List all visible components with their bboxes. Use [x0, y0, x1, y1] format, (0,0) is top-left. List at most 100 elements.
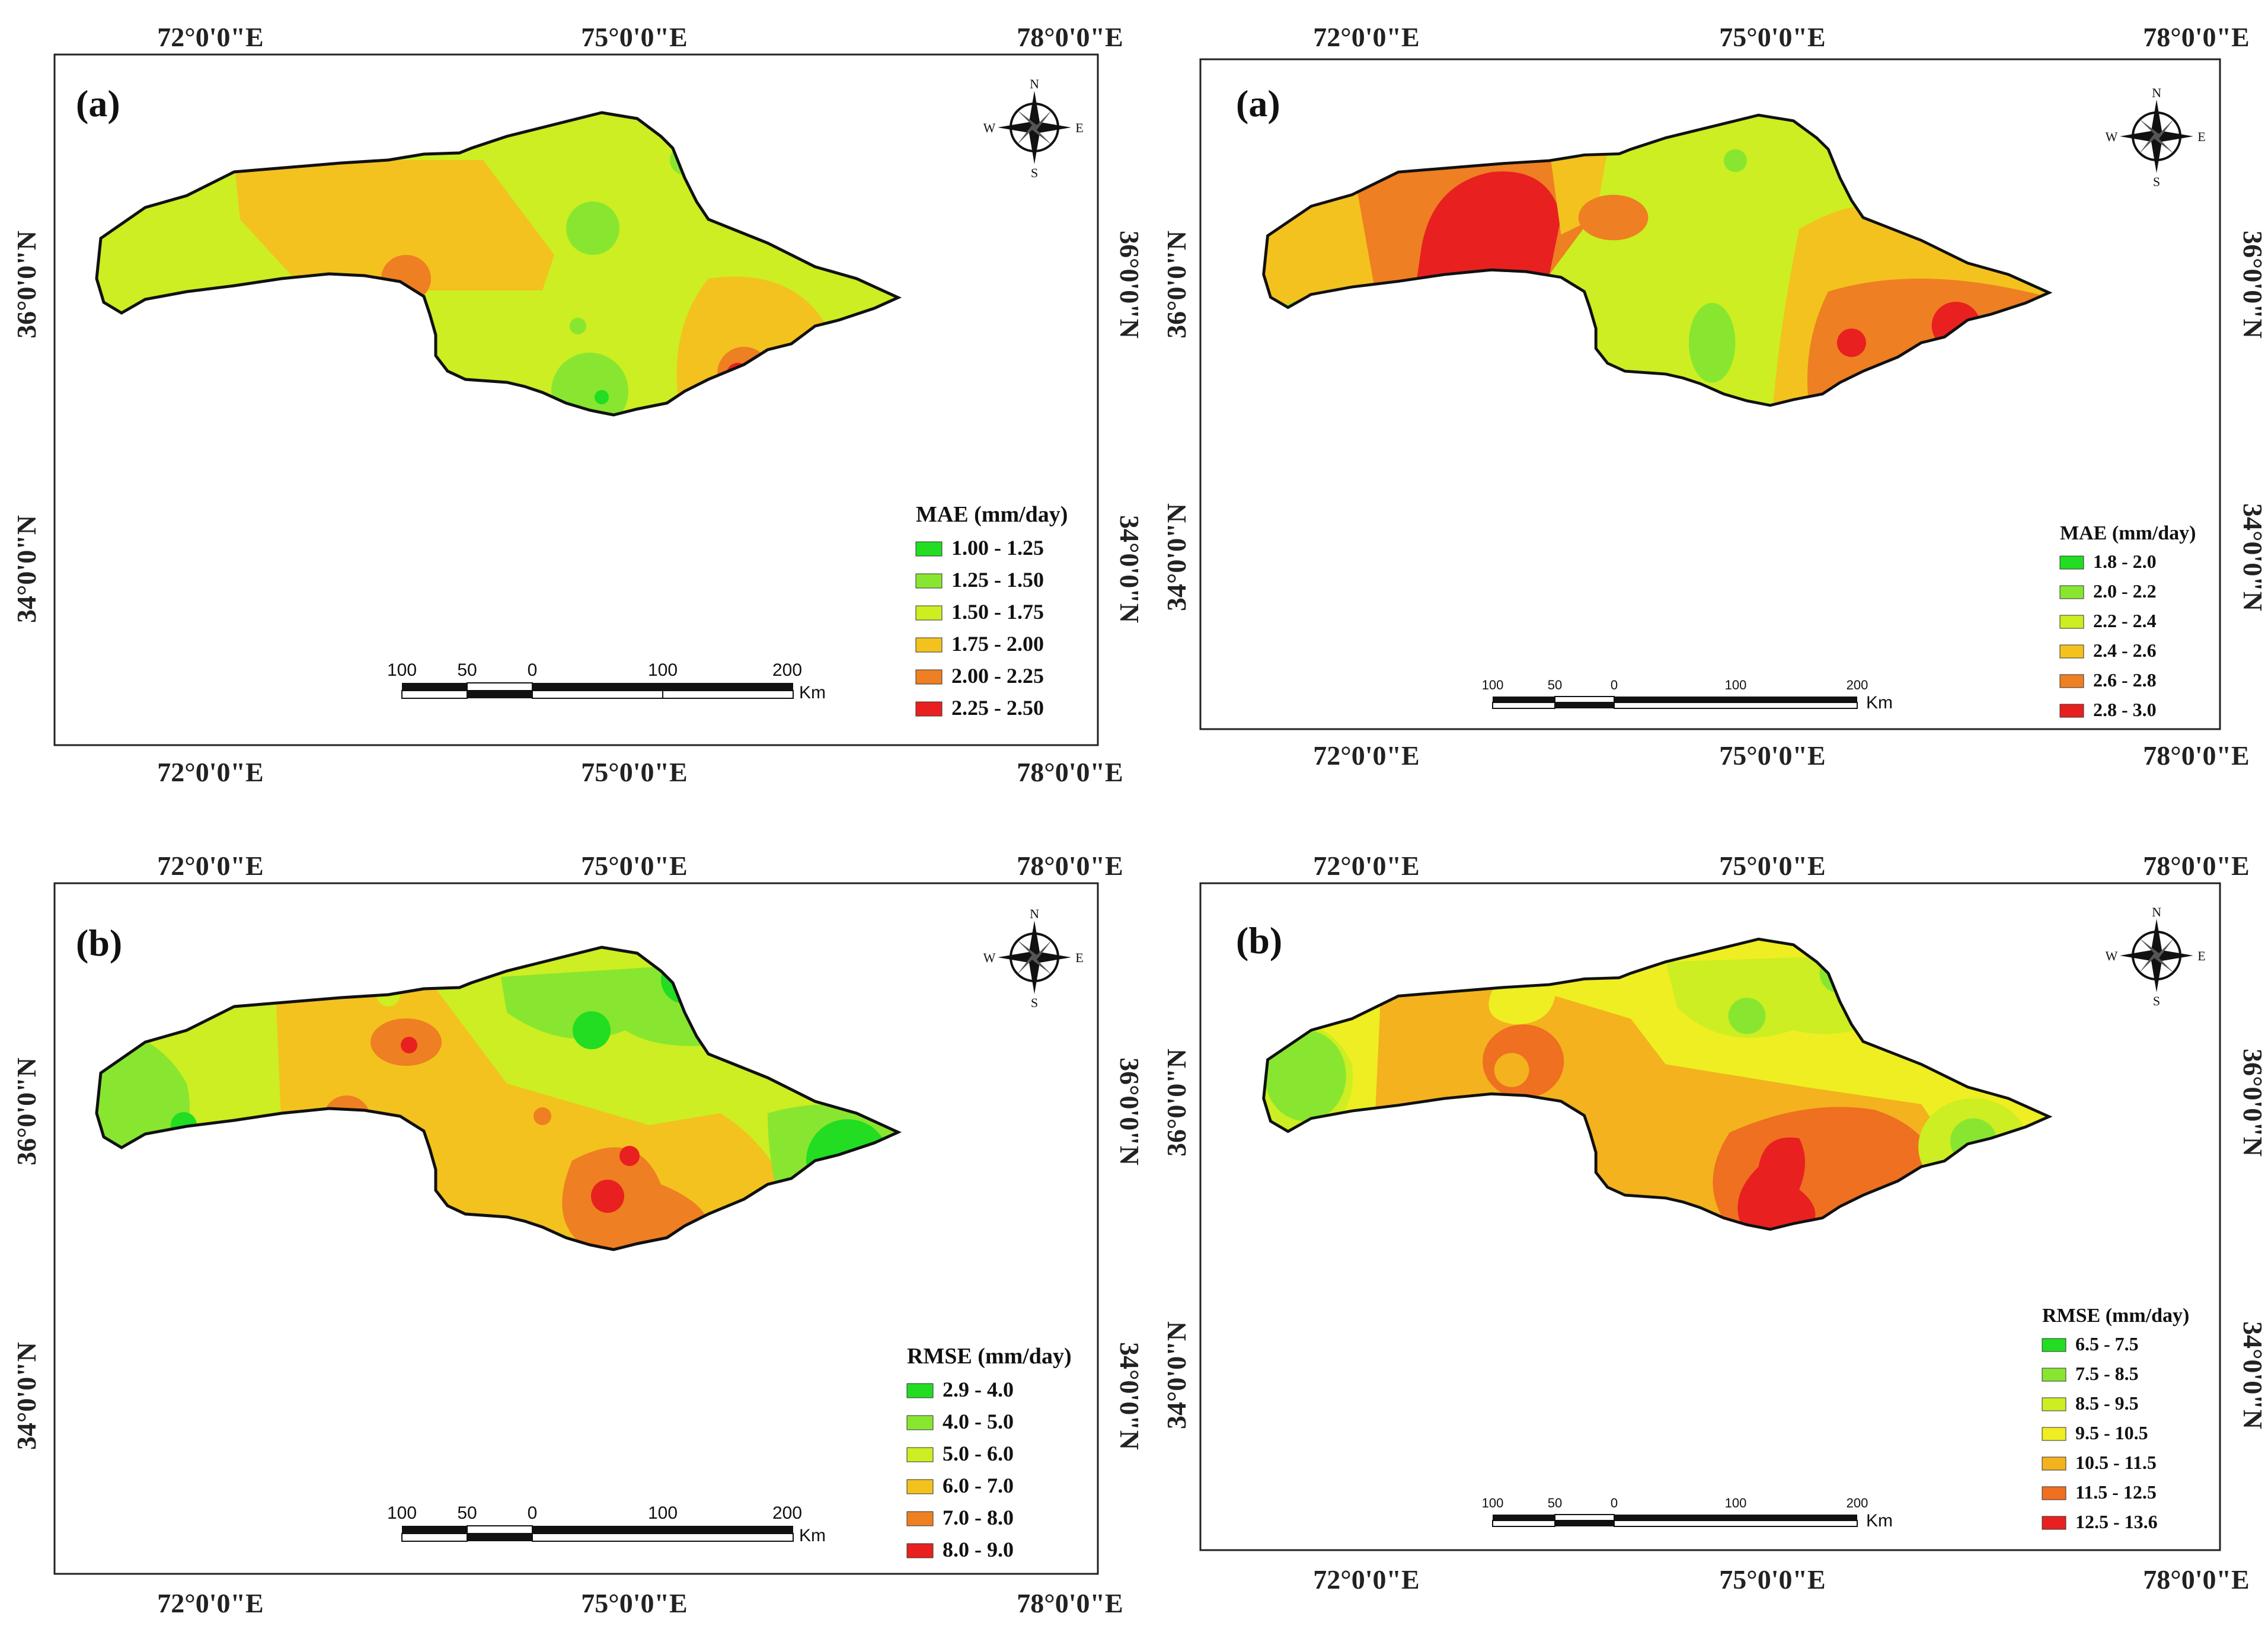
compass-west-label: W [2106, 129, 2118, 144]
legend-swatch [2042, 1516, 2066, 1530]
scale-label: 100 [648, 660, 678, 680]
scale-segment [1555, 702, 1614, 708]
contour-zone [1737, 1137, 1816, 1229]
scale-label: 50 [1548, 1496, 1562, 1510]
legend-swatch [2059, 704, 2084, 718]
legend-item: 2.2 - 2.4 [2059, 610, 2157, 631]
legend-swatch [915, 573, 943, 589]
legend-label: 7.5 - 8.5 [2075, 1363, 2139, 1384]
scale-label: 100 [1482, 1496, 1504, 1510]
scale-bar: 100 50 0 100 200 Km [1482, 678, 1893, 713]
scale-label: 100 [387, 660, 417, 680]
legend-item: 2.00 - 2.25 [915, 664, 1044, 688]
legend-label: 2.9 - 4.0 [943, 1378, 1014, 1401]
left-latitude-ticks: 36°0'0"N 34°0'0"N [11, 1058, 41, 1450]
tick-label: 78°0'0"E [1017, 851, 1123, 881]
tick-label: 34°0'0"N [1114, 1342, 1145, 1450]
legend: MAE (mm/day) 1.00 - 1.25 1.25 - 1.50 1.5… [915, 502, 1068, 720]
legend-label: 2.4 - 2.6 [2093, 640, 2157, 661]
contour-zone [1263, 166, 1381, 320]
contour-zone [1723, 149, 1747, 172]
top-longitude-ticks: 72°0'0"E 75°0'0"E 78°0'0"E [1313, 851, 2249, 881]
legend-swatch [2042, 1486, 2066, 1500]
legend-label: 9.5 - 10.5 [2075, 1422, 2148, 1443]
legend-title: RMSE (mm/day) [2042, 1305, 2189, 1327]
tick-label: 75°0'0"E [1719, 22, 1825, 52]
tick-label: 34°0'0"N [1161, 503, 1192, 611]
compass-south-label: S [2153, 994, 2160, 1008]
scale-label: 200 [1847, 1496, 1868, 1510]
tick-label: 36°0'0"N [1114, 231, 1145, 338]
compass-north-label: N [2152, 85, 2161, 100]
tick-label: 34°0'0"N [11, 1342, 41, 1450]
scale-segment [1492, 1520, 1555, 1527]
legend: RMSE (mm/day) 2.9 - 4.0 4.0 - 5.0 5.0 - … [906, 1344, 1072, 1561]
scale-bar: 100 50 0 100 200 Km [1482, 1496, 1893, 1531]
tick-label: 36°0'0"N [1161, 1049, 1192, 1157]
legend-item: 6.0 - 7.0 [906, 1474, 1014, 1497]
tick-label: 72°0'0"E [1313, 22, 1419, 52]
contour-zone [1728, 998, 1766, 1034]
compass-west-label: W [983, 950, 996, 965]
tick-label: 75°0'0"E [1719, 1564, 1825, 1595]
legend-title: MAE (mm/day) [2060, 522, 2196, 544]
scale-bar: 100 50 0 100 200 Km [387, 660, 826, 702]
tick-label: 75°0'0"E [581, 851, 687, 881]
legend-item: 1.75 - 2.00 [915, 632, 1044, 656]
tick-label: 75°0'0"E [581, 757, 687, 787]
bottom-longitude-ticks: 72°0'0"E 75°0'0"E 78°0'0"E [1313, 1564, 2249, 1595]
scale-segment [1614, 697, 1857, 702]
legend-label: 2.8 - 3.0 [2093, 699, 2157, 720]
tick-label: 34°0'0"N [1161, 1321, 1192, 1429]
contour-zone [1264, 1030, 1346, 1122]
compass-east-label: E [1075, 950, 1083, 965]
compass-east-label: E [2197, 129, 2205, 144]
right-latitude-ticks: 36°0'0"N 34°0'0"N [2238, 1049, 2268, 1429]
legend: MAE (mm/day) 1.8 - 2.0 2.0 - 2.2 2.2 - 2… [2059, 522, 2196, 720]
compass-south-label: S [1031, 165, 1038, 180]
scale-segment [1493, 697, 1555, 702]
legend-swatch [906, 1511, 934, 1526]
scale-segment [1492, 702, 1555, 709]
legend-label: 10.5 - 11.5 [2075, 1452, 2157, 1473]
tick-label: 36°0'0"N [2238, 1049, 2268, 1157]
legend-swatch [2042, 1338, 2066, 1352]
compass-rose: N E S W [983, 76, 1084, 180]
scale-segment [402, 683, 467, 691]
panel-label: (b) [76, 922, 122, 964]
legend-item: 2.9 - 4.0 [906, 1378, 1014, 1401]
contour-zone [234, 160, 554, 290]
tick-label: 36°0'0"N [1114, 1058, 1145, 1165]
legend-swatch [2059, 644, 2084, 659]
scale-bar: 100 50 0 100 200 Km [387, 1503, 826, 1545]
scale-segment [1614, 1515, 1857, 1520]
tick-label: 36°0'0"N [11, 1058, 41, 1165]
legend-swatch [2059, 555, 2084, 570]
legend-label: 5.0 - 6.0 [943, 1442, 1014, 1465]
legend-item: 8.0 - 9.0 [906, 1538, 1014, 1561]
legend-swatch [2059, 674, 2084, 688]
scale-label: 50 [457, 1503, 477, 1523]
tick-label: 72°0'0"E [157, 22, 263, 52]
legend-label: 6.5 - 7.5 [2075, 1333, 2139, 1355]
tick-label: 75°0'0"E [1719, 851, 1825, 881]
scale-unit: Km [799, 683, 826, 702]
compass-west-label: W [2106, 948, 2118, 963]
legend-label: 1.8 - 2.0 [2093, 551, 2157, 572]
tick-label: 75°0'0"E [581, 1588, 687, 1618]
legend-label: 8.0 - 9.0 [943, 1538, 1014, 1561]
legend-item: 12.5 - 13.6 [2042, 1511, 2158, 1532]
scale-label: 0 [1611, 1496, 1618, 1510]
panel-bottom-left: 72°0'0"E 75°0'0"E 78°0'0"E 72°0'0"E 75°0… [11, 851, 1145, 1618]
compass-north-label: N [1030, 76, 1039, 91]
legend-swatch [906, 1479, 934, 1494]
compass-north-label: N [1030, 906, 1039, 921]
tick-label: 34°0'0"N [2238, 503, 2268, 611]
legend-item: 2.25 - 2.50 [915, 696, 1044, 720]
contour-zone [570, 318, 586, 334]
legend-label: 12.5 - 13.6 [2075, 1511, 2158, 1532]
scale-label: 100 [1482, 678, 1504, 692]
scale-unit: Km [1866, 1511, 1893, 1531]
compass-east-label: E [2197, 948, 2205, 963]
